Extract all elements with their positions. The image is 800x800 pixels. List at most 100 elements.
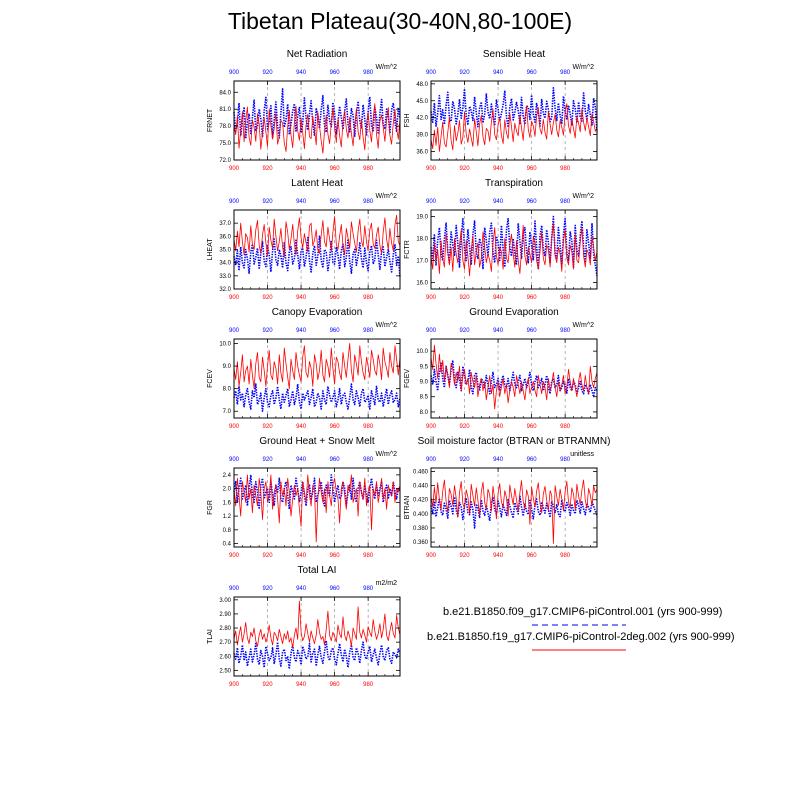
x-tick-label-bottom: 960	[527, 295, 538, 301]
x-tick-label-bottom: 920	[263, 424, 274, 430]
y-tick-label: 0.8	[223, 528, 232, 534]
y-axis-label: FCEV	[207, 369, 214, 388]
y-tick-label: 36.0	[219, 234, 231, 240]
x-tick-label-bottom: 960	[330, 424, 341, 430]
x-tick-label-top: 920	[263, 199, 274, 205]
x-tick-label-bottom: 900	[229, 295, 240, 301]
x-tick-label-top: 920	[460, 328, 471, 334]
y-tick-label: 0.420	[413, 498, 429, 504]
x-tick-label-top: 960	[527, 199, 538, 205]
x-tick-label-bottom: 960	[527, 424, 538, 430]
chart-panel-9: Total LAI m2/m2 900 900 920 920 940 940 960 960 98…	[207, 565, 401, 688]
x-tick-label-top: 920	[460, 457, 471, 463]
x-tick-label-top: 920	[263, 70, 274, 76]
x-tick-label-top: 900	[426, 199, 437, 205]
panel-title: Ground Heat + Snow Melt	[259, 436, 375, 447]
series-line-a	[430, 495, 598, 529]
plot-frame	[233, 338, 401, 419]
y-tick-label: 8.0	[223, 387, 232, 393]
y-tick-label: 0.440	[413, 484, 429, 490]
x-tick-label-bottom: 900	[426, 424, 437, 430]
x-tick-label-bottom: 940	[493, 295, 504, 301]
y-axis-label: BTRAN	[404, 496, 411, 520]
legend-label-series-a: b.e21.B1850.f09_g17.CMIP6-piControl.001 …	[443, 606, 723, 618]
x-tick-label-bottom: 980	[363, 295, 374, 301]
x-tick-label-bottom: 900	[229, 682, 240, 688]
y-tick-label: 2.4	[223, 473, 232, 479]
x-tick-label-top: 900	[426, 70, 437, 76]
panel-units: W/m^2	[572, 322, 594, 329]
x-tick-label-top: 940	[296, 328, 307, 334]
panel-title: Total LAI	[298, 565, 337, 576]
x-tick-label-top: 900	[229, 328, 240, 334]
legend-label-series-b: b.e21.B1850.f19_g17.CMIP6-piControl-2deg…	[427, 631, 735, 643]
y-tick-label: 34.0	[219, 261, 231, 267]
x-tick-label-bottom: 920	[263, 553, 274, 559]
x-tick-label-bottom: 940	[296, 424, 307, 430]
x-tick-label-top: 940	[493, 328, 504, 334]
plot-frame	[430, 467, 598, 548]
chart-panel-4: Transpiration W/m^2 900 900 920 920 940 940 960 9…	[404, 178, 598, 301]
x-tick-label-bottom: 980	[560, 166, 571, 172]
x-tick-label-top: 960	[330, 199, 341, 205]
x-tick-label-bottom: 960	[527, 166, 538, 172]
x-tick-label-bottom: 980	[560, 424, 571, 430]
plot-frame	[233, 467, 401, 548]
x-tick-label-top: 980	[363, 586, 374, 592]
plot-frame	[233, 209, 401, 290]
y-tick-label: 35.0	[219, 248, 231, 254]
x-tick-label-top: 980	[560, 70, 571, 76]
y-tick-label: 33.0	[219, 274, 231, 280]
y-tick-label: 75.0	[219, 141, 231, 147]
y-tick-label: 2.70	[219, 640, 231, 646]
x-tick-label-bottom: 900	[426, 553, 437, 559]
y-axis-label: FSH	[404, 114, 411, 128]
y-tick-label: 9.0	[223, 364, 232, 370]
y-tick-label: 37.0	[219, 221, 231, 227]
x-tick-label-bottom: 960	[527, 553, 538, 559]
panel-title: Canopy Evaporation	[272, 307, 363, 318]
x-tick-label-bottom: 980	[560, 553, 571, 559]
x-tick-label-top: 900	[229, 70, 240, 76]
x-tick-label-bottom: 960	[330, 682, 341, 688]
plot-frame	[233, 80, 401, 161]
y-axis-label: FGEV	[404, 369, 411, 388]
panel-units: W/m^2	[375, 64, 397, 71]
y-axis-label: TLAI	[207, 629, 214, 644]
x-tick-label-top: 920	[263, 586, 274, 592]
panel-units: W/m^2	[572, 64, 594, 71]
y-tick-label: 0.4	[223, 542, 232, 548]
x-tick-label-bottom: 960	[330, 166, 341, 172]
x-tick-label-top: 940	[493, 70, 504, 76]
y-tick-label: 78.0	[219, 124, 231, 130]
panel-units: W/m^2	[375, 193, 397, 200]
chart-panel-8: Soil moisture factor (BTRAN or BTRANMN) u…	[404, 436, 610, 559]
series-line-a	[430, 87, 598, 133]
x-tick-label-bottom: 900	[426, 166, 437, 172]
y-tick-label: 8.0	[420, 410, 429, 416]
x-tick-label-bottom: 900	[229, 553, 240, 559]
x-tick-label-top: 980	[560, 328, 571, 334]
x-tick-label-bottom: 920	[263, 295, 274, 301]
y-tick-label: 2.0	[223, 487, 232, 493]
y-tick-label: 0.460	[413, 470, 429, 476]
panel-title: Latent Heat	[291, 178, 343, 189]
series-line-b	[233, 103, 401, 154]
y-tick-label: 1.2	[223, 514, 232, 520]
panel-units: W/m^2	[572, 193, 594, 200]
series-line-b	[430, 222, 598, 277]
x-tick-label-top: 920	[460, 199, 471, 205]
x-tick-label-bottom: 980	[363, 553, 374, 559]
x-tick-label-bottom: 900	[229, 166, 240, 172]
x-tick-label-bottom: 940	[296, 295, 307, 301]
panel-units: unitless	[570, 451, 594, 458]
y-axis-label: LHEAT	[207, 238, 214, 261]
x-tick-label-top: 960	[330, 457, 341, 463]
panel-units: m2/m2	[376, 580, 398, 587]
x-tick-label-top: 940	[493, 199, 504, 205]
y-tick-label: 3.00	[219, 598, 231, 604]
y-tick-label: 7.0	[223, 409, 232, 415]
series-line-b	[233, 343, 401, 390]
